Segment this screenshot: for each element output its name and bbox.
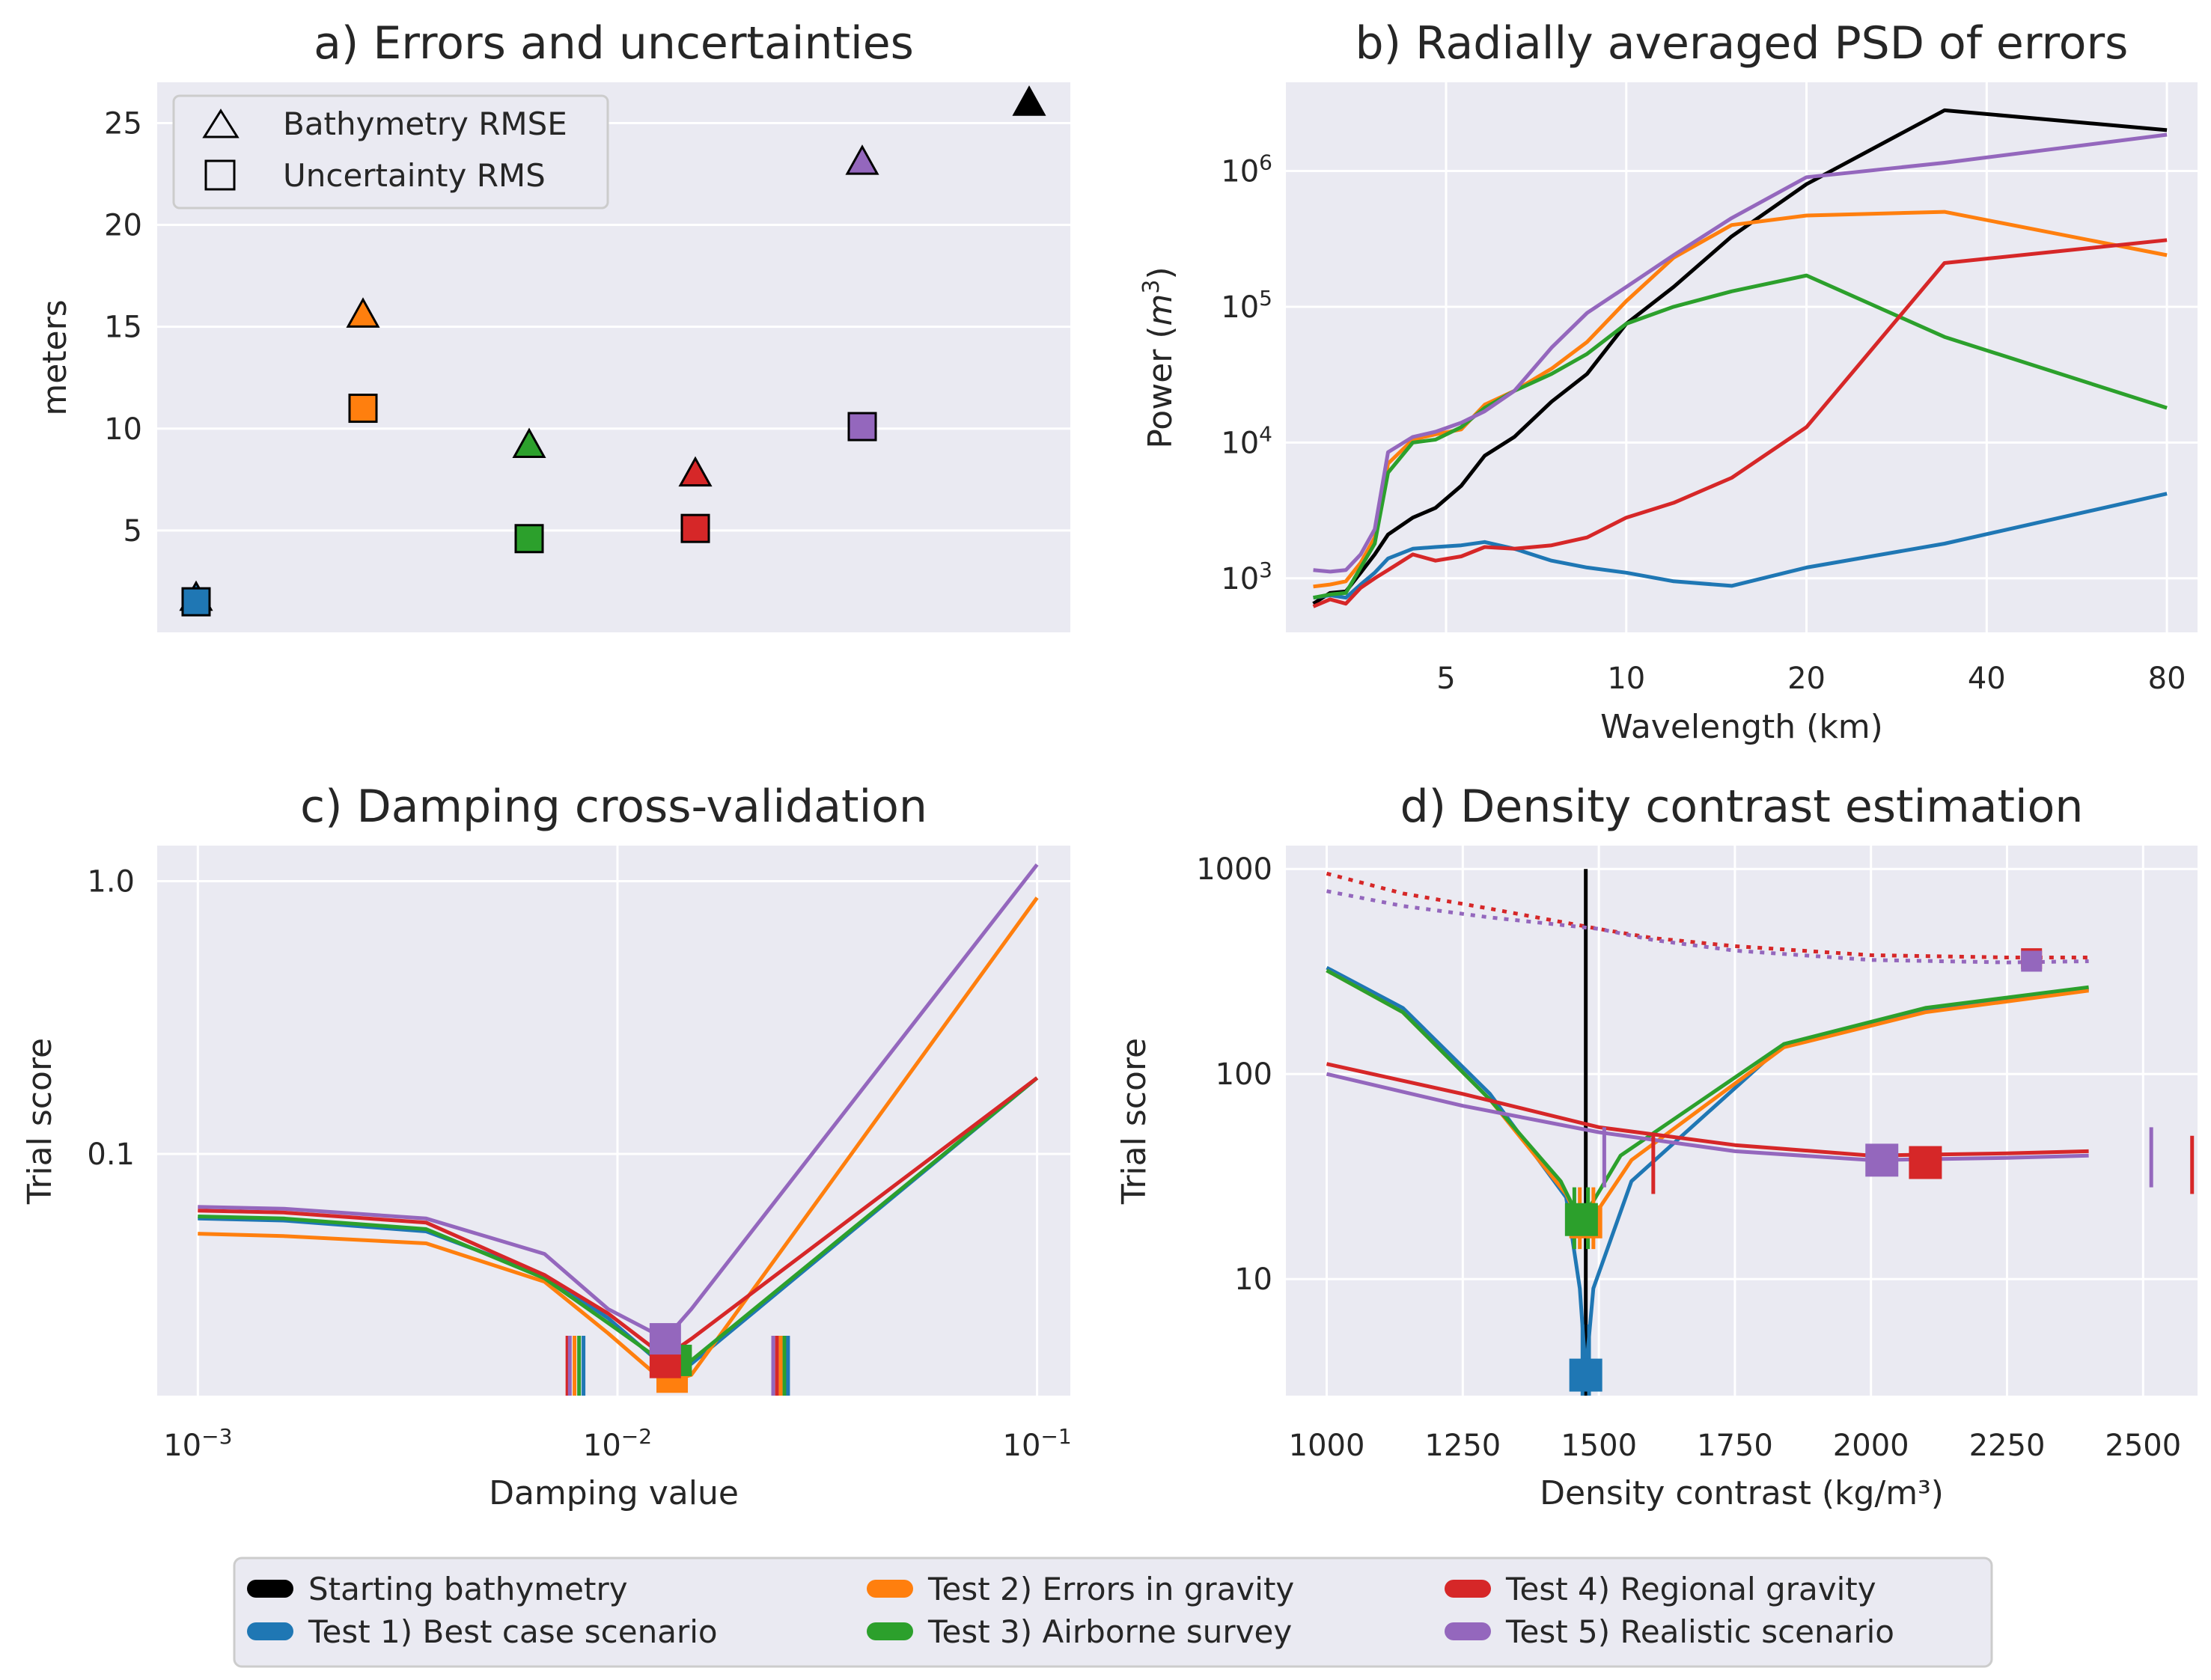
panel-d-ylabel: Trial score: [1115, 1038, 1153, 1205]
rmse-marker: [678, 456, 713, 487]
legend-label-test4: Test 4) Regional gravity: [1505, 1571, 1876, 1607]
best-density-test5: [1865, 1143, 1899, 1177]
panel-c-xlabel: Damping value: [489, 1474, 739, 1512]
density-line-test5: [1326, 1072, 2089, 1162]
legend-swatch-test3: [867, 1622, 913, 1640]
panel-a-legend-uncertainty: Uncertainty RMS: [283, 157, 546, 194]
best-density-test4: [1909, 1146, 1942, 1179]
y-tick-label: 103: [1221, 557, 1272, 596]
legend-label-test1: Test 1) Best case scenario: [308, 1613, 718, 1650]
x-tick-label: 10−3: [163, 1424, 232, 1464]
y-tick-label: 0.1: [87, 1137, 135, 1172]
rmse-marker: [512, 427, 546, 459]
psd-line-test2: [1313, 210, 2168, 589]
legend-label-starting: Starting bathymetry: [308, 1571, 628, 1607]
uncertainty-marker: [348, 394, 378, 424]
legend-square-icon: [204, 159, 236, 191]
panel-a-legend: Bathymetry RMSE Uncertainty RMS: [172, 94, 609, 210]
rmse-marker: [845, 144, 879, 175]
uncertainty-marker: [514, 524, 544, 554]
panel-b-xlabel: Wavelength (km): [1600, 708, 1883, 746]
panel-c-ylabel: Trial score: [21, 1038, 59, 1205]
y-tick-label: 10: [1234, 1262, 1272, 1297]
rmse-marker: [346, 297, 380, 328]
psd-line-test5: [1313, 132, 2168, 574]
x-tick-label: 40: [1968, 662, 2006, 696]
panel-b-ylabel: Power (m3): [1138, 266, 1180, 448]
psd-line-starting: [1312, 108, 2168, 605]
x-tick-label: 1000: [1289, 1429, 1365, 1463]
legend-triangle-icon: [202, 109, 240, 138]
x-tick-label: 2250: [1969, 1429, 2046, 1463]
legend-label-test5: Test 5) Realistic scenario: [1505, 1613, 1894, 1650]
y-tick-label: 5: [123, 514, 142, 549]
damping-line-test5: [198, 863, 1039, 1341]
x-tick-label: 1750: [1697, 1429, 1773, 1463]
panel-d-title: d) Density contrast estimation: [1400, 781, 2084, 833]
y-tick-label: 100: [1216, 1057, 1272, 1092]
figure-legend: Starting bathymetry Test 1) Best case sce…: [233, 1557, 1993, 1668]
panel-b-background: [1286, 82, 2198, 632]
panel-b-psd: 5 10 20 40 80 103 104 105 106 b) Radially averag…: [1138, 17, 2198, 746]
y-tick-label: 20: [104, 209, 142, 243]
x-tick-label: 20: [1787, 662, 1826, 696]
y-tick-label: 104: [1221, 421, 1272, 461]
psd-line-test4: [1312, 238, 2168, 608]
x-tick-label: 10: [1607, 662, 1645, 696]
x-tick-label: 2000: [1833, 1429, 1909, 1463]
best-density-test1: [1569, 1358, 1602, 1392]
dotted-line-test4: [1326, 871, 2089, 959]
x-tick-label: 5: [1436, 662, 1455, 696]
panel-c-title: c) Damping cross-validation: [300, 781, 927, 833]
x-tick-label: 2500: [2105, 1429, 2181, 1463]
panel-a-ylabel: meters: [36, 299, 74, 415]
density-line-test4: [1326, 1062, 2089, 1158]
legend-swatch-test5: [1445, 1622, 1491, 1640]
legend-label-test2: Test 2) Errors in gravity: [927, 1571, 1294, 1607]
panel-d-density: 1000 1250 1500 1750 2000 2250 2500 10 100 1000 d)…: [1115, 781, 2198, 1512]
best-density-small-test5: [2021, 950, 2043, 972]
best-damping-test5: [649, 1323, 681, 1355]
y-tick-label: 1000: [1196, 852, 1272, 887]
legend-swatch-starting: [247, 1580, 293, 1598]
x-tick-label: 1500: [1561, 1429, 1637, 1463]
best-density-test3: [1564, 1203, 1598, 1236]
legend-swatch-test4: [1445, 1580, 1491, 1598]
panel-a-title: a) Errors and uncertainties: [314, 17, 914, 70]
uncertainty-marker: [181, 587, 211, 617]
panel-c-damping: 10−3 10−2 10−1 0.1 1.0 c) Damping cross-vali…: [21, 781, 1072, 1512]
panel-b-title: b) Radially averaged PSD of errors: [1355, 17, 2129, 70]
y-tick-label: 15: [104, 311, 142, 345]
x-tick-label: 10−1: [1003, 1424, 1072, 1464]
y-tick-label: 25: [104, 106, 142, 141]
panel-d-background: [1286, 846, 2198, 1396]
psd-line-test3: [1313, 273, 2168, 600]
panel-d-xlabel: Density contrast (kg/m³): [1540, 1474, 1944, 1512]
figure-legend-frame: [233, 1557, 1993, 1668]
y-tick-label: 10: [104, 412, 142, 447]
damping-line-test4: [198, 1076, 1039, 1359]
y-tick-label: 106: [1221, 150, 1272, 189]
panel-a-legend-frame: [172, 94, 609, 210]
psd-line-test1: [1313, 492, 2168, 600]
x-tick-label: 10−2: [583, 1424, 652, 1464]
x-tick-label: 1250: [1424, 1429, 1501, 1463]
y-tick-label: 1.0: [87, 865, 135, 899]
x-tick-label: 80: [2148, 662, 2186, 696]
uncertainty-marker: [680, 513, 710, 543]
rmse-marker: [1012, 85, 1046, 116]
legend-swatch-test1: [247, 1622, 293, 1640]
panel-c-background: [157, 846, 1070, 1396]
legend-swatch-test2: [867, 1580, 913, 1598]
y-tick-label: 105: [1221, 285, 1272, 325]
legend-label-test3: Test 3) Airborne survey: [927, 1613, 1292, 1650]
uncertainty-marker: [847, 412, 877, 442]
panel-a-errors-uncertainties: 5 10 15 20 25 a) Errors and uncertainties me…: [36, 17, 1070, 632]
panel-a-legend-rmse: Bathymetry RMSE: [283, 106, 567, 142]
